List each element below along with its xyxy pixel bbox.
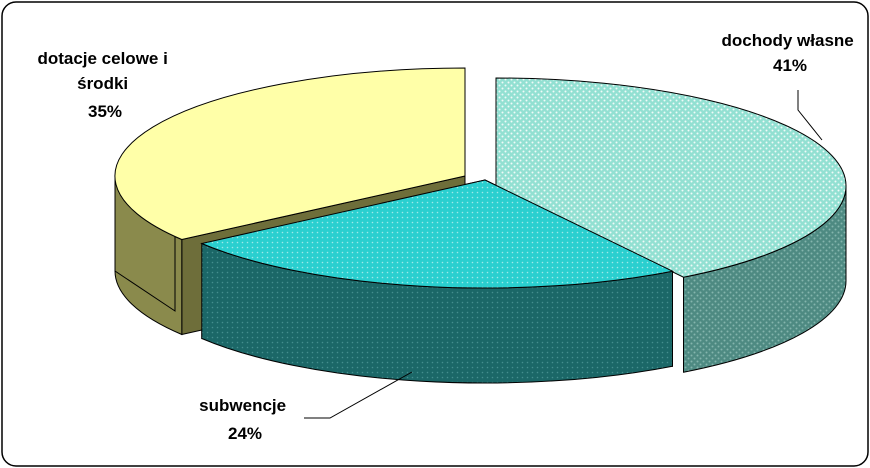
slice-labels: dochody własne 41% subwencje 24% dotacje…	[37, 31, 859, 443]
pie-slices	[114, 67, 847, 384]
slice-label-subwencje: subwencje 24%	[199, 396, 291, 443]
slice-label-dotacje: dotacje celowe i środki 35%	[37, 49, 172, 121]
slice-label-dotacje-name-1: dotacje celowe i	[37, 49, 167, 68]
slice-label-dochody-wlasne-name: dochody własne	[722, 31, 854, 50]
slice-label-dochody-wlasne: dochody własne 41%	[722, 31, 859, 75]
slice-label-subwencje-name: subwencje	[199, 396, 286, 415]
slice-label-dotacje-value: 35%	[88, 102, 122, 121]
slice-label-dochody-wlasne-value: 41%	[773, 56, 807, 75]
leader-line-dochody-wlasne	[797, 90, 823, 141]
slice-top-dotacje	[114, 67, 466, 241]
slice-label-dotacje-name-2: środki	[77, 74, 128, 93]
slice-label-subwencje-value: 24%	[228, 424, 262, 443]
slice-top-subwencje	[200, 179, 675, 289]
leader-line-subwencje	[304, 371, 413, 419]
